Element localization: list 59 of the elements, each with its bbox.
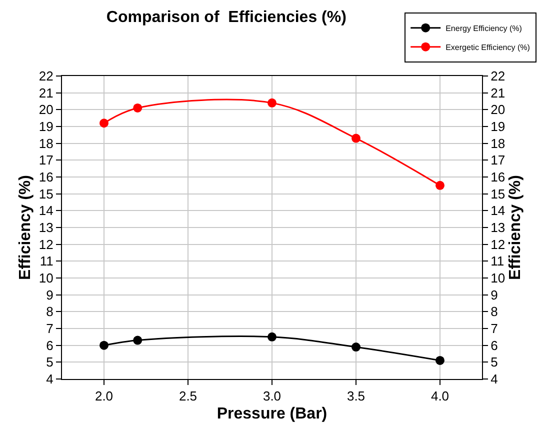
y2-tick-label: 9 (490, 287, 498, 302)
y2-tick-label: 8 (490, 304, 498, 320)
y-tick-label: 15 (38, 186, 54, 202)
y-axis-title: Efficiency (%) (16, 175, 34, 280)
y2-tick-label: 5 (490, 354, 498, 370)
y-tick-label: 17 (38, 152, 54, 168)
y-tick-label: 18 (38, 136, 54, 151)
y2-tick-label: 21 (490, 85, 506, 100)
y2-tick-label: 12 (490, 236, 506, 252)
point (133, 103, 142, 112)
y-tick-label: 4 (46, 372, 54, 387)
legend-label: Energy Efficiency (%) (446, 24, 522, 33)
point (268, 98, 276, 108)
point (133, 336, 142, 345)
y-tick-label: 16 (38, 170, 54, 185)
y2-tick-label: 13 (490, 220, 506, 236)
y-tick-label: 13 (38, 220, 54, 236)
y-tick-label: 8 (46, 304, 54, 320)
y2-tick-label: 14 (490, 203, 506, 218)
y2-tick-label: 6 (490, 338, 498, 353)
x-tick-label: 4.0 (430, 388, 450, 404)
y-tick-label: 6 (46, 338, 54, 353)
y2-tick-label: 11 (490, 254, 504, 269)
y2-axis-title: Efficiency (%) (506, 175, 524, 280)
y-tick-label: 14 (38, 203, 54, 218)
point (352, 134, 360, 143)
y2-tick-label: 18 (490, 136, 506, 151)
point (268, 332, 276, 342)
y-tick-label: 19 (38, 119, 54, 134)
y-tick-label: 22 (38, 68, 54, 84)
y-tick-label: 10 (38, 270, 54, 286)
y-tick-label: 5 (46, 354, 54, 370)
y-tick-label: 20 (38, 102, 54, 118)
x-tick-label: 2.5 (178, 388, 198, 404)
point (436, 356, 444, 365)
x-axis-title: Pressure (Bar) (216, 405, 328, 422)
point (436, 180, 444, 190)
point (352, 342, 360, 352)
y2-tick-label: 17 (490, 152, 506, 168)
y-tick-label: 11 (40, 254, 54, 269)
y2-tick-label: 4 (490, 372, 498, 387)
x-tick-label: 3.0 (262, 388, 282, 404)
y-tick-label: 12 (38, 236, 54, 252)
y-tick-label: 7 (46, 321, 54, 336)
y2-tick-label: 15 (490, 186, 506, 202)
y2-tick-label: 10 (490, 270, 506, 286)
x-tick-label: 3.5 (346, 388, 366, 404)
y-tick-label: 9 (46, 287, 54, 302)
point (100, 340, 108, 350)
y2-tick-label: 7 (490, 321, 498, 336)
x-tick-label: 2.0 (94, 388, 114, 404)
y-tick-label: 21 (38, 85, 54, 100)
y2-tick-label: 19 (490, 119, 506, 134)
point (100, 118, 108, 128)
y2-tick-label: 22 (490, 68, 506, 84)
y2-tick-label: 16 (490, 170, 506, 185)
chart-title: Comparison of Efficiencies (%) (106, 8, 346, 26)
legend-label: Exergetic Efficiency (%) (446, 42, 530, 52)
y2-tick-label: 20 (490, 102, 506, 118)
